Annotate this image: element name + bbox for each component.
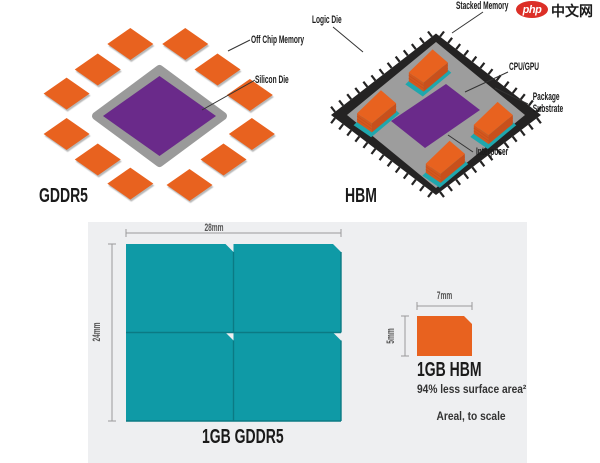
svg-text:7mm: 7mm [437, 289, 452, 301]
svg-text:Silicon Die: Silicon Die [255, 73, 289, 85]
svg-text:Logic Die: Logic Die [312, 13, 342, 25]
svg-text:1GB HBM: 1GB HBM [417, 357, 482, 380]
svg-text:28mm: 28mm [204, 221, 223, 233]
svg-text:94% less surface area²: 94% less surface area² [417, 383, 527, 396]
svg-text:Package: Package [533, 90, 560, 102]
svg-text:Substrate: Substrate [533, 102, 563, 114]
svg-text:CPU/GPU: CPU/GPU [509, 60, 539, 72]
svg-text:Interposer: Interposer [476, 145, 509, 157]
svg-text:Off Chip Memory: Off Chip Memory [251, 33, 304, 45]
svg-text:Stacked Memory: Stacked Memory [456, 0, 508, 11]
svg-text:24mm: 24mm [90, 322, 102, 341]
svg-text:5mm: 5mm [384, 328, 396, 343]
svg-text:HBM: HBM [345, 183, 377, 206]
svg-text:Areal, to scale: Areal, to scale [437, 410, 506, 423]
svg-text:GDDR5: GDDR5 [39, 183, 88, 206]
svg-text:1GB GDDR5: 1GB GDDR5 [202, 424, 284, 447]
